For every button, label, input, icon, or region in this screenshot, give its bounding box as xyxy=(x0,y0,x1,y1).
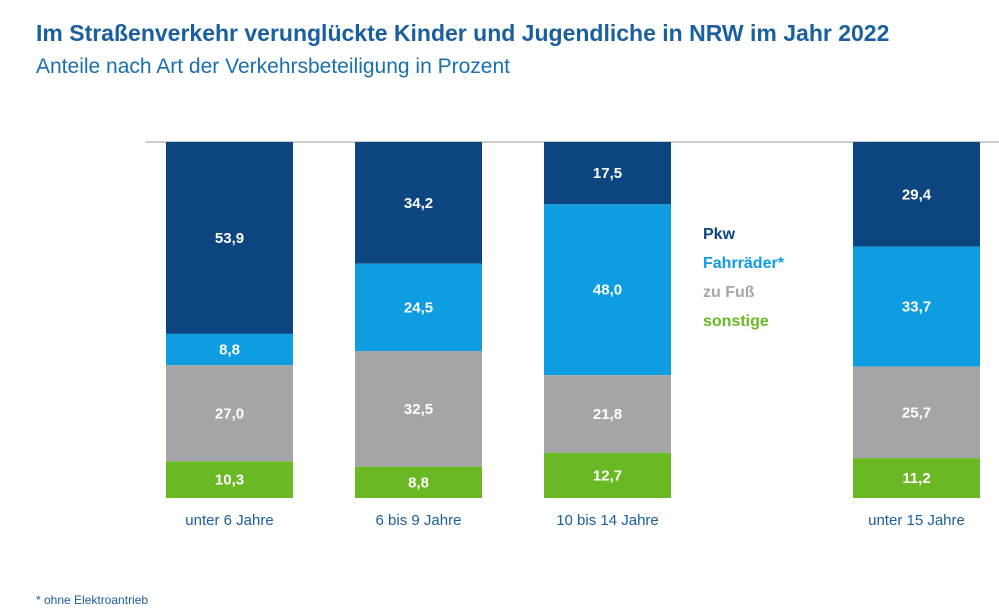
legend-item: sonstige xyxy=(703,313,769,330)
data-label: 34,2 xyxy=(404,195,433,212)
data-label: 8,8 xyxy=(408,474,429,491)
bar-segment-0-1 xyxy=(166,333,293,366)
bar-segment-2-2 xyxy=(544,375,671,453)
data-label: 27,0 xyxy=(215,405,244,422)
footnote: * ohne Elektroantrieb xyxy=(36,593,149,607)
bar-segment-2-0 xyxy=(544,142,671,205)
bar-segment-3-0 xyxy=(853,142,980,247)
bar-segment-0-3 xyxy=(166,461,293,498)
bar-segment-0-2 xyxy=(166,365,293,462)
data-label: 33,7 xyxy=(902,299,931,316)
legend-item: Fahrräder* xyxy=(703,255,785,272)
category-label: 6 bis 9 Jahre xyxy=(376,512,462,529)
data-label: 10,3 xyxy=(215,472,244,489)
bar-segment-1-1 xyxy=(355,263,482,351)
bar-segment-3-2 xyxy=(853,366,980,459)
data-label: 29,4 xyxy=(902,186,932,203)
data-label: 32,5 xyxy=(404,401,433,418)
data-label: 48,0 xyxy=(593,282,622,299)
data-label: 8,8 xyxy=(219,342,240,359)
bar-segment-1-3 xyxy=(355,466,482,498)
bar-segment-2-3 xyxy=(544,452,671,498)
category-label: unter 15 Jahre xyxy=(868,512,965,529)
bar-segment-1-2 xyxy=(355,350,482,467)
data-label: 17,5 xyxy=(593,165,622,182)
chart-subtitle: Anteile nach Art der Verkehrsbeteiligung… xyxy=(36,55,510,78)
bars-group: 53,9 8,8 27,0 10,3 unter 6 Jahre 34,2 24,5 32,5… xyxy=(166,142,980,529)
data-label: 24,5 xyxy=(404,299,433,316)
data-label: 12,7 xyxy=(593,467,622,484)
bar-segment-1-0 xyxy=(355,142,482,264)
data-label: 25,7 xyxy=(902,404,931,421)
legend-item: Pkw xyxy=(703,226,736,243)
bar-segment-3-3 xyxy=(853,458,980,498)
data-label: 11,2 xyxy=(902,470,930,487)
bar-segment-2-1 xyxy=(544,204,671,376)
category-label: 10 bis 14 Jahre xyxy=(556,512,659,529)
legend: Pkw Fahrräder* zu Fuß sonstige xyxy=(703,226,785,330)
bar-segment-0-0 xyxy=(166,142,293,334)
legend-item: zu Fuß xyxy=(703,284,755,301)
category-label: unter 6 Jahre xyxy=(185,512,273,529)
chart-title: Im Straßenverkehr verunglückte Kinder un… xyxy=(36,20,890,46)
bar-segment-3-1 xyxy=(853,246,980,367)
data-label: 21,8 xyxy=(593,406,622,423)
data-label: 53,9 xyxy=(215,230,244,247)
